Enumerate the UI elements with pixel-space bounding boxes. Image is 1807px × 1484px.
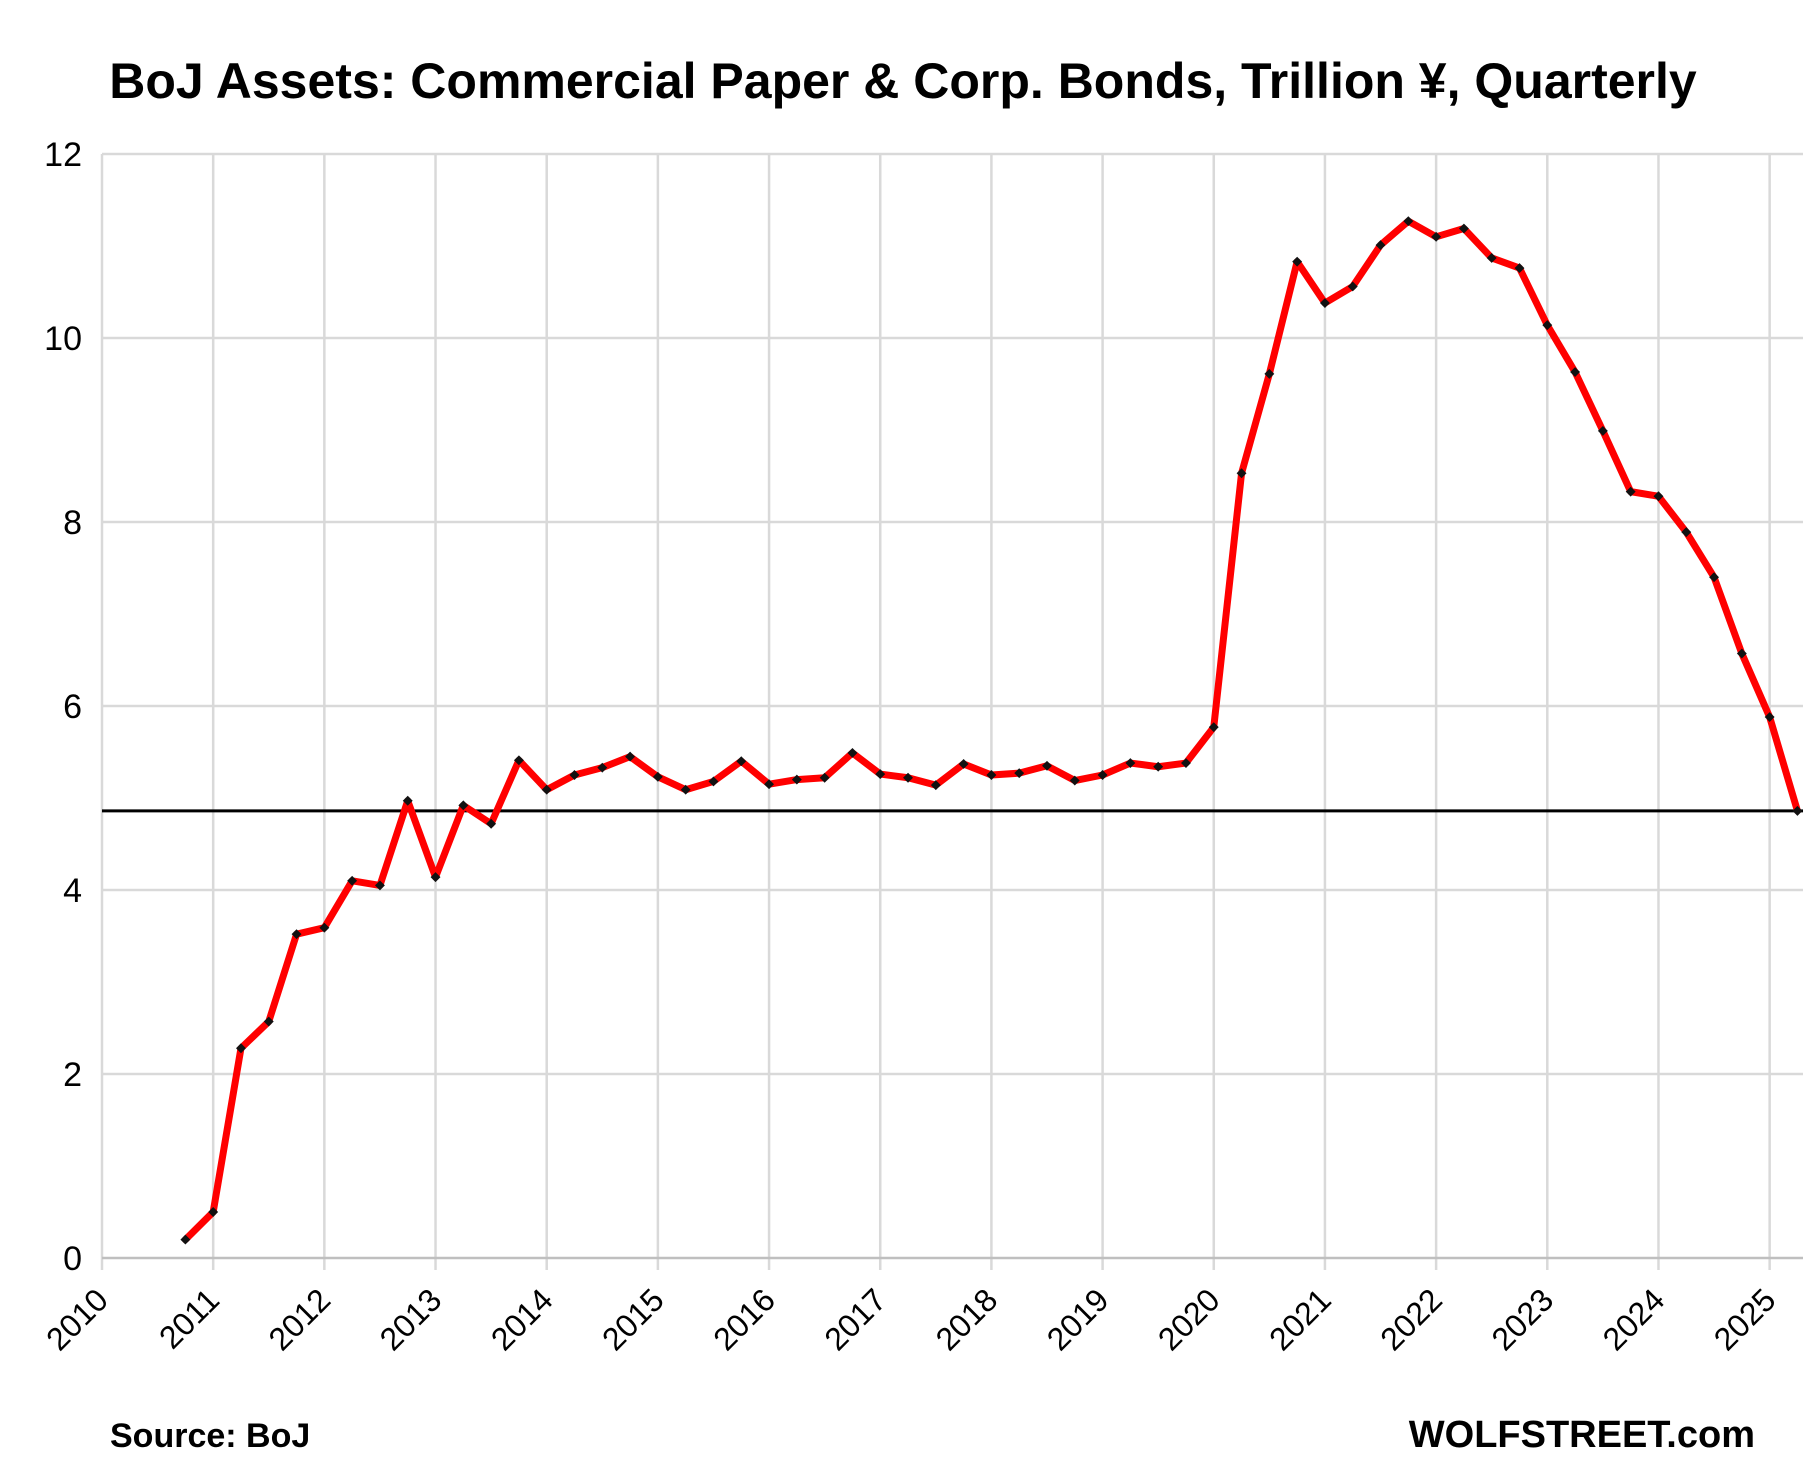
source-label: Source: BoJ: [110, 1417, 310, 1455]
data-point-10: [458, 800, 469, 811]
data-point-23: [819, 772, 830, 783]
data-point-16: [625, 751, 636, 762]
data-point-4: [291, 929, 302, 940]
data-point-6: [347, 875, 358, 886]
data-point-48: [1514, 263, 1525, 274]
data-point-2: [236, 1043, 246, 1054]
data-point-51: [1597, 425, 1608, 436]
data-point-18: [680, 784, 691, 795]
data-point-38: [1236, 468, 1247, 479]
y-axis-tick-labels: 0 2 4 6 8 10 12: [44, 136, 82, 1278]
data-point-35: [1153, 761, 1164, 772]
data-point-27: [930, 780, 941, 791]
data-point-31: [1042, 760, 1052, 771]
data-point-43: [1375, 240, 1386, 251]
data-point-15: [597, 762, 608, 773]
data-point-19: [708, 776, 719, 787]
data-point-56: [1736, 648, 1747, 659]
data-point-7: [374, 880, 385, 891]
y-tick-label-2: 2: [63, 1056, 82, 1094]
data-point-39: [1264, 368, 1275, 379]
data-point-53: [1653, 491, 1664, 502]
data-point-20: [736, 756, 747, 767]
data-point-22: [791, 774, 802, 785]
data-point-46: [1458, 223, 1469, 234]
data-point-28: [958, 759, 969, 769]
data-point-54: [1681, 527, 1692, 538]
data-point-26: [903, 772, 913, 783]
chart-title: BoJ Assets: Commercial Paper & Corp. Bon…: [109, 53, 1697, 109]
data-point-30: [1014, 768, 1025, 779]
data-point-36: [1181, 758, 1191, 768]
data-point-24: [847, 747, 858, 758]
y-tick-label-8: 8: [63, 504, 82, 542]
data-point-21: [764, 779, 775, 790]
y-tick-label-6: 6: [63, 688, 82, 726]
data-point-markers: [180, 216, 1803, 1245]
y-tick-label-10: 10: [44, 320, 82, 358]
data-point-57: [1764, 712, 1775, 722]
y-tick-label-12: 12: [44, 136, 82, 174]
data-point-40: [1292, 256, 1303, 267]
data-point-1: [208, 1207, 219, 1217]
data-point-29: [986, 770, 997, 780]
data-point-47: [1486, 253, 1497, 263]
watermark-label: WOLFSTREET.com: [1409, 1414, 1755, 1456]
y-tick-label-4: 4: [63, 872, 82, 910]
data-point-12: [513, 755, 524, 766]
data-point-0: [180, 1234, 191, 1245]
data-point-9: [430, 872, 441, 883]
data-point-52: [1625, 486, 1636, 497]
data-point-11: [486, 818, 497, 829]
data-point-34: [1125, 758, 1136, 768]
data-point-33: [1097, 770, 1108, 780]
data-point-8: [402, 795, 413, 806]
data-point-50: [1570, 367, 1581, 377]
data-point-42: [1347, 281, 1358, 292]
data-point-25: [875, 769, 886, 780]
data-point-58: [1792, 805, 1803, 816]
data-point-13: [541, 784, 552, 795]
data-point-45: [1431, 231, 1442, 242]
data-point-32: [1069, 775, 1080, 786]
data-point-5: [319, 922, 330, 933]
data-point-14: [569, 770, 580, 780]
data-point-49: [1542, 320, 1553, 331]
data-point-44: [1403, 216, 1414, 227]
data-point-17: [652, 771, 663, 782]
data-point-37: [1208, 722, 1219, 733]
data-point-41: [1319, 298, 1330, 308]
y-tick-label-0: 0: [63, 1240, 82, 1278]
data-point-55: [1709, 572, 1720, 583]
